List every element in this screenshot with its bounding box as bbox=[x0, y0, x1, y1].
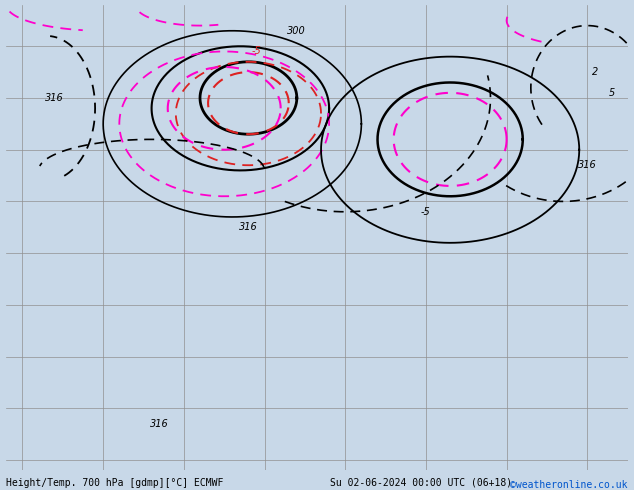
Text: ©weatheronline.co.uk: ©weatheronline.co.uk bbox=[510, 480, 628, 490]
Text: Su 02-06-2024 00:00 UTC (06+18): Su 02-06-2024 00:00 UTC (06+18) bbox=[330, 478, 512, 488]
Text: 5: 5 bbox=[609, 88, 614, 98]
Text: 316: 316 bbox=[239, 222, 258, 232]
Text: -5: -5 bbox=[252, 47, 261, 56]
Text: 300: 300 bbox=[287, 26, 306, 36]
Text: 316: 316 bbox=[578, 160, 597, 170]
Text: 316: 316 bbox=[150, 419, 169, 429]
Text: -5: -5 bbox=[421, 207, 431, 217]
Text: 316: 316 bbox=[46, 93, 64, 103]
Text: 2: 2 bbox=[592, 67, 598, 77]
Text: Height/Temp. 700 hPa [gdmp][°C] ECMWF: Height/Temp. 700 hPa [gdmp][°C] ECMWF bbox=[6, 478, 224, 488]
